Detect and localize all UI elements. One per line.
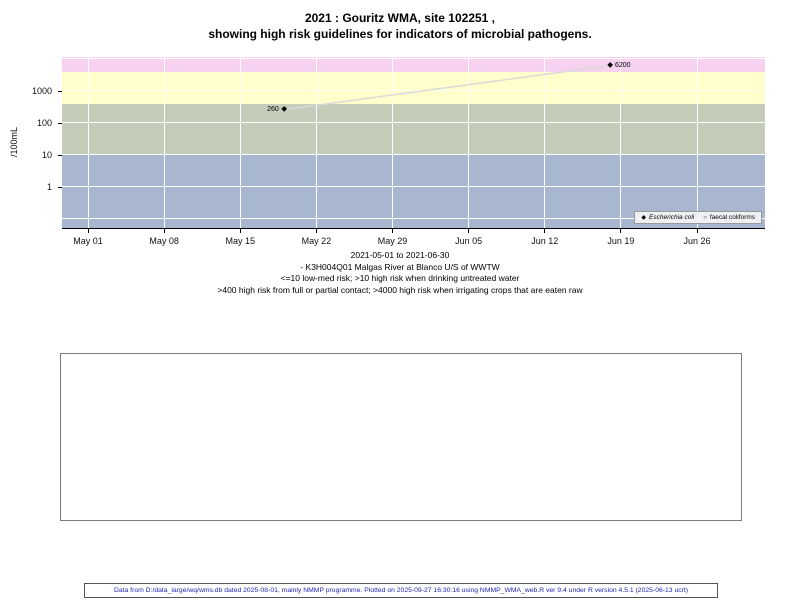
v-gridline [87, 57, 89, 228]
v-gridline [620, 57, 622, 228]
x-tick-mark [392, 229, 393, 233]
x-tick-mark [544, 229, 546, 233]
v-gridline [392, 57, 393, 228]
x-tick-label: May 15 [225, 236, 256, 246]
h-gridline [62, 58, 765, 60]
caption-site-name: - K3H004Q01 Malgas River at Blanco U/S o… [300, 261, 500, 272]
h-gridline [62, 186, 765, 188]
y-axis: 1000 100 10 1 [0, 57, 62, 228]
x-tick-label: Jun 19 [607, 236, 635, 246]
x-tick-mark [468, 229, 470, 233]
filled-diamond-icon: ◆ [641, 215, 647, 221]
y-tick-label: 1 [46, 181, 52, 192]
y-tick-mark [58, 90, 62, 92]
x-tick-mark [620, 229, 622, 233]
plot-area: ◆ Escherichia coli ○ faecal coliforms 260 62… [62, 57, 765, 229]
legend-label: Escherichia coli [649, 214, 695, 221]
x-axis: May 01 May 08 May 15 May 22 May 29 Jun 05 Jun … [62, 229, 765, 255]
y-tick-label: 1000 [31, 85, 52, 96]
x-tick-label: Jun 12 [531, 236, 559, 246]
x-tick-mark [163, 229, 165, 233]
v-gridline [163, 57, 165, 228]
v-gridline [468, 57, 470, 228]
x-tick-label: May 08 [149, 236, 179, 246]
x-tick-label: Jun 26 [683, 236, 711, 246]
v-gridline [315, 57, 317, 228]
data-point-label: 6200 [615, 61, 631, 69]
legend-label: faecal coliforms [709, 214, 755, 221]
x-tick-label: Jun 05 [455, 236, 483, 246]
y-tick-mark [58, 122, 62, 124]
risk-band [62, 103, 765, 155]
y-tick-label: 10 [41, 149, 52, 160]
risk-band [62, 71, 765, 104]
data-point-label: 260 [267, 105, 279, 113]
caption-risk-line2: >400 high risk from full or partial cont… [217, 284, 583, 295]
footer-note: Data from D:/data_large/wq/wms.db dated … [84, 583, 718, 598]
h-gridline [62, 90, 765, 92]
x-tick-label: May 01 [73, 236, 103, 246]
y-tick-label: 100 [36, 117, 52, 128]
chart-caption: 2021-05-01 to 2021-06-30 - K3H004Q01 Mal… [0, 250, 800, 296]
open-circle-icon: ○ [703, 214, 707, 221]
v-gridline [696, 57, 698, 228]
series-line [283, 64, 611, 111]
caption-risk-line1: <=10 low-med risk; >10 high risk when dr… [280, 273, 520, 283]
empty-panel [60, 353, 742, 521]
h-gridline [62, 154, 765, 156]
legend-item: ○ faecal coliforms [703, 214, 755, 221]
h-gridline [62, 218, 765, 220]
footer-text: Data from D:/data_large/wq/wms.db dated … [113, 587, 689, 594]
chart-title-line1: 2021 : Gouritz WMA, site 102251 , [304, 11, 496, 25]
v-gridline [239, 57, 241, 228]
h-gridline [62, 122, 765, 124]
y-tick-mark [58, 186, 62, 188]
chart-title: 2021 : Gouritz WMA, site 102251 , showin… [0, 10, 800, 42]
plot-legend: ◆ Escherichia coli ○ faecal coliforms [634, 211, 762, 224]
y-tick-mark [58, 154, 62, 156]
x-tick-label: May 22 [301, 236, 332, 246]
x-tick-mark [239, 229, 241, 233]
chart-title-line2: showing high risk guidelines for indicat… [208, 27, 592, 41]
v-gridline [544, 57, 546, 228]
x-tick-mark [315, 229, 317, 233]
x-tick-mark [87, 229, 89, 233]
x-tick-mark [696, 229, 698, 233]
legend-item: ◆ Escherichia coli [641, 214, 694, 221]
caption-date-range: 2021-05-01 to 2021-06-30 [350, 250, 450, 260]
x-tick-label: May 29 [377, 236, 408, 246]
